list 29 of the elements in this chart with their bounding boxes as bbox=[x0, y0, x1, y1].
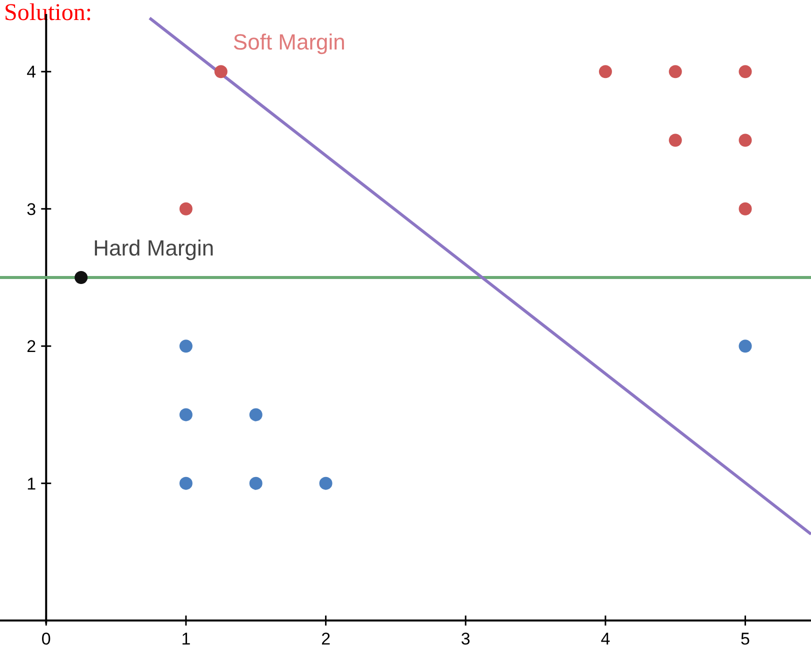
point bbox=[249, 408, 262, 422]
point bbox=[179, 408, 192, 422]
point bbox=[214, 65, 228, 78]
x-tick-label: 3 bbox=[460, 630, 470, 648]
point bbox=[319, 476, 332, 490]
y-tick-label: 2 bbox=[26, 337, 36, 356]
point bbox=[249, 476, 262, 490]
point bbox=[179, 202, 192, 216]
y-tick-label: 3 bbox=[26, 200, 36, 219]
point bbox=[738, 134, 752, 147]
point bbox=[74, 270, 88, 284]
annotation: Soft Margin bbox=[232, 30, 346, 55]
point bbox=[738, 340, 752, 353]
chart-title: Solution: bbox=[4, 0, 92, 26]
point bbox=[179, 476, 192, 490]
point bbox=[738, 202, 752, 216]
point bbox=[598, 65, 612, 78]
annotation: Hard Margin bbox=[93, 235, 214, 260]
y-tick-label: 1 bbox=[26, 474, 36, 494]
x-tick-label: 2 bbox=[321, 630, 331, 648]
point bbox=[668, 134, 682, 147]
point bbox=[738, 65, 752, 78]
x-tick-label: 4 bbox=[600, 630, 610, 648]
x-tick-label: 0 bbox=[41, 630, 51, 648]
y-tick-label: 4 bbox=[26, 62, 36, 82]
x-tick-label: 1 bbox=[181, 630, 191, 648]
point bbox=[668, 65, 682, 78]
point bbox=[179, 340, 192, 353]
x-tick-label: 5 bbox=[740, 630, 750, 648]
